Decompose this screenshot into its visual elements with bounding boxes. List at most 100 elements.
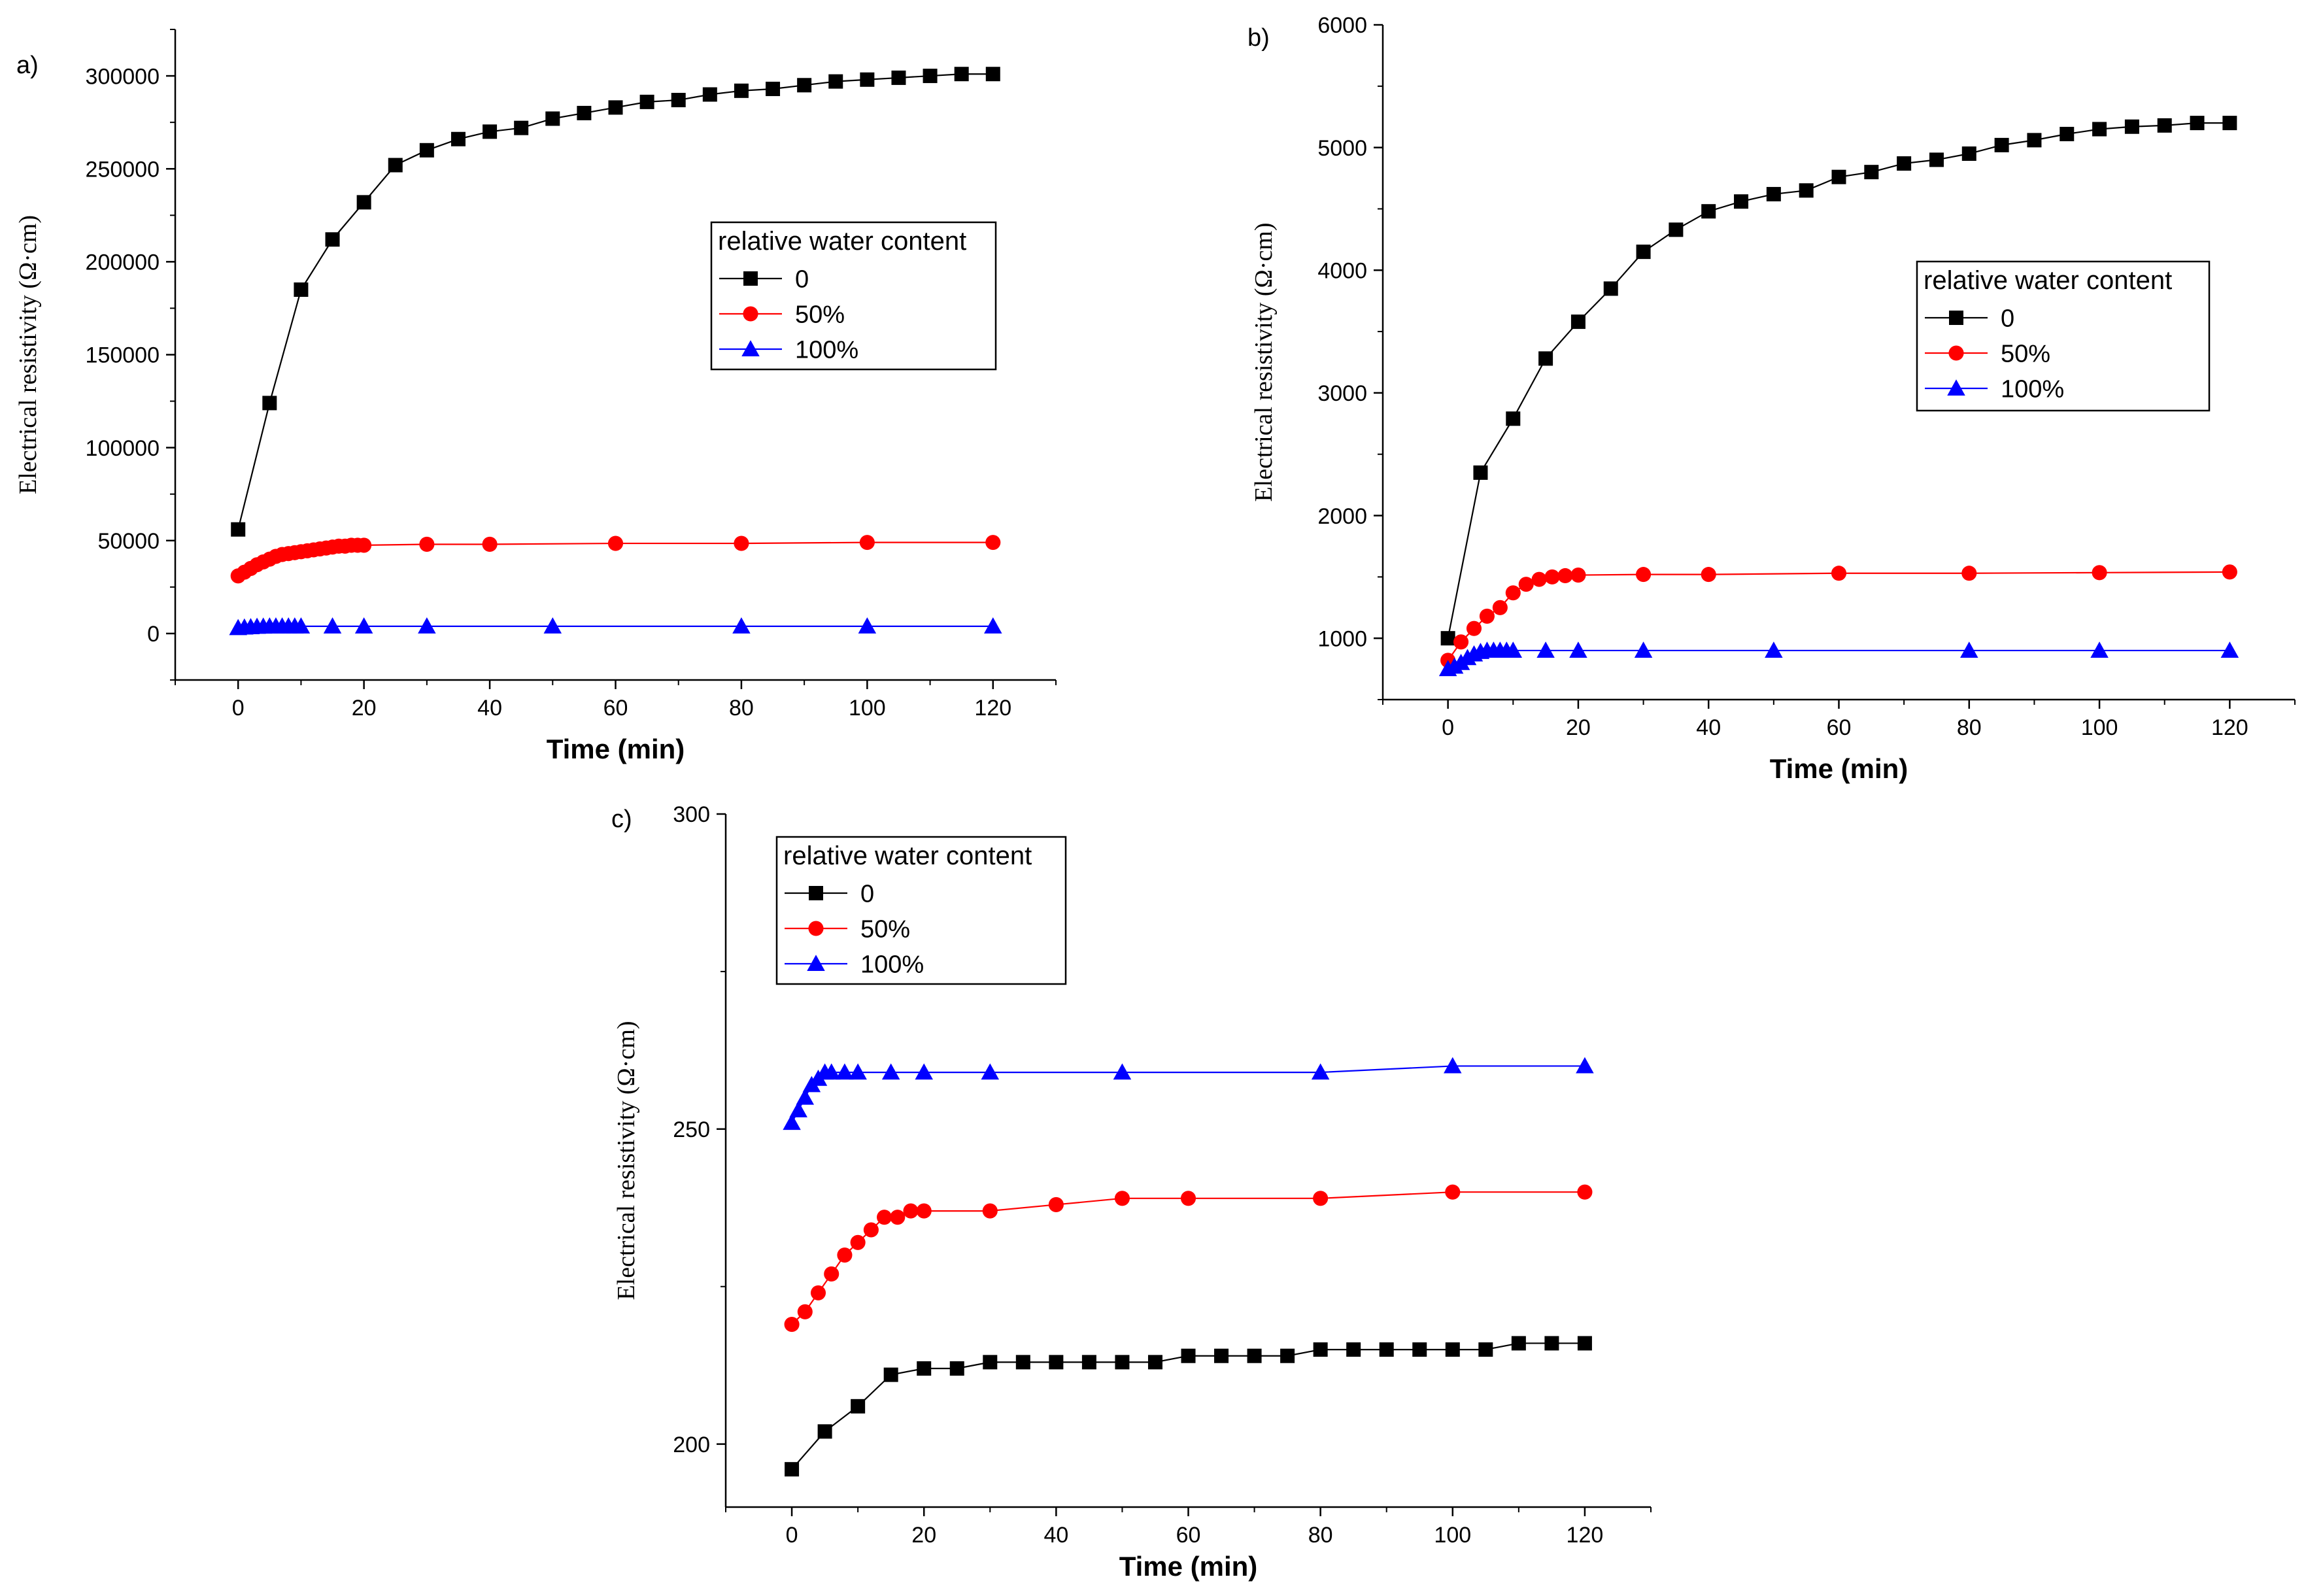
data-point [982,1203,998,1219]
data-point [836,1063,854,1080]
data-point [1994,137,2009,152]
data-point [702,87,717,102]
data-point [2060,126,2075,141]
data-point [1577,1184,1593,1200]
legend-label: 100% [795,337,858,364]
data-point [1864,165,1879,180]
series-0 [785,1336,1592,1477]
data-point [2190,116,2205,131]
data-point [1576,1057,1594,1074]
data-point [783,1113,801,1130]
data-point [881,1063,900,1080]
data-point [671,93,686,108]
data-point [2124,119,2139,134]
data-point [1960,641,1978,658]
data-point [1961,566,1977,581]
series-50pct [1440,564,2237,668]
data-point [863,1222,879,1238]
data-point [859,535,875,551]
data-point [732,617,751,634]
data-point [1113,1063,1132,1080]
data-point [639,94,654,109]
data-point [450,131,466,146]
data-point [837,1247,853,1263]
legend-label: 0 [795,266,809,294]
panel-label: b) [1247,24,1270,52]
legend-title: relative water content [783,841,1032,870]
data-point [1570,567,1586,583]
x-tick-label: 120 [2211,715,2248,740]
y-tick-label: 0 [147,622,160,647]
data-point [419,143,434,158]
data-point [891,70,906,85]
data-point [418,617,436,634]
series-50pct [230,535,1001,584]
y-axis-title: Electrical resistivity (Ω·cm) [1250,222,1278,501]
data-point [785,1462,800,1477]
legend: relative water content 0 50% 100% [710,221,997,371]
data-point [1511,1336,1526,1351]
data-point [1536,641,1555,658]
x-tick-label: 20 [911,1523,936,1548]
data-point [1669,222,1684,237]
series-line [1448,649,2230,670]
data-point [797,1304,813,1319]
y-tick-label: 50000 [97,529,160,554]
x-tick-label: 80 [729,696,754,721]
data-point [1506,411,1521,426]
data-point [545,111,560,126]
data-point [1504,641,1523,658]
y-tick-label: 250000 [86,157,160,182]
legend-marker [1947,379,1965,396]
panel-label: a) [16,52,39,79]
data-point [1147,1355,1162,1370]
data-point [1081,1355,1096,1370]
data-point [1799,183,1814,198]
x-tick-label: 0 [1442,715,1454,740]
series-100pct [783,1057,1594,1130]
data-point [354,617,373,634]
legend-label: 100% [2001,376,2064,403]
x-tick-label: 100 [2081,715,2118,740]
data-point [796,1088,815,1105]
legend: relative water content 0 50% 100% [1916,260,2211,412]
data-point [1831,566,1847,581]
data-point [1048,1197,1064,1213]
data-point [954,67,969,82]
data-point [766,81,781,96]
legend: relative water content 0 50% 100% [775,836,1067,985]
y-axis-title: Electrical resistivity (Ω·cm) [14,215,42,494]
legend-marker [808,921,824,936]
data-point [734,535,749,551]
legend-marker [809,886,823,900]
data-point [1603,281,1618,296]
data-point [356,537,372,553]
legend-title: relative water content [1924,266,2172,295]
data-point [1280,1348,1295,1363]
data-point [883,1367,898,1382]
legend-marker [1949,311,1963,325]
data-point [1412,1342,1427,1357]
data-point [1479,608,1495,624]
series-line [238,625,993,629]
data-point [784,1316,800,1333]
data-point [231,522,246,537]
x-tick-label: 60 [1176,1523,1201,1548]
x-tick-label: 0 [232,696,245,721]
data-point [607,535,624,551]
data-point [2092,565,2107,581]
legend-label: 0 [860,881,874,908]
data-point [1492,600,1508,615]
x-tick-label: 60 [1827,715,1852,740]
data-point [1346,1342,1361,1357]
data-point [828,74,843,89]
series-100pct [229,617,1002,636]
x-tick-label: 40 [1696,715,1721,740]
y-tick-label: 5000 [1317,136,1367,161]
x-tick-label: 20 [1566,715,1591,740]
data-point [877,1210,892,1225]
x-axis-title: Time (min) [1119,1551,1258,1582]
data-point [1831,169,1846,184]
data-point [923,69,938,84]
legend-marker [743,306,758,322]
